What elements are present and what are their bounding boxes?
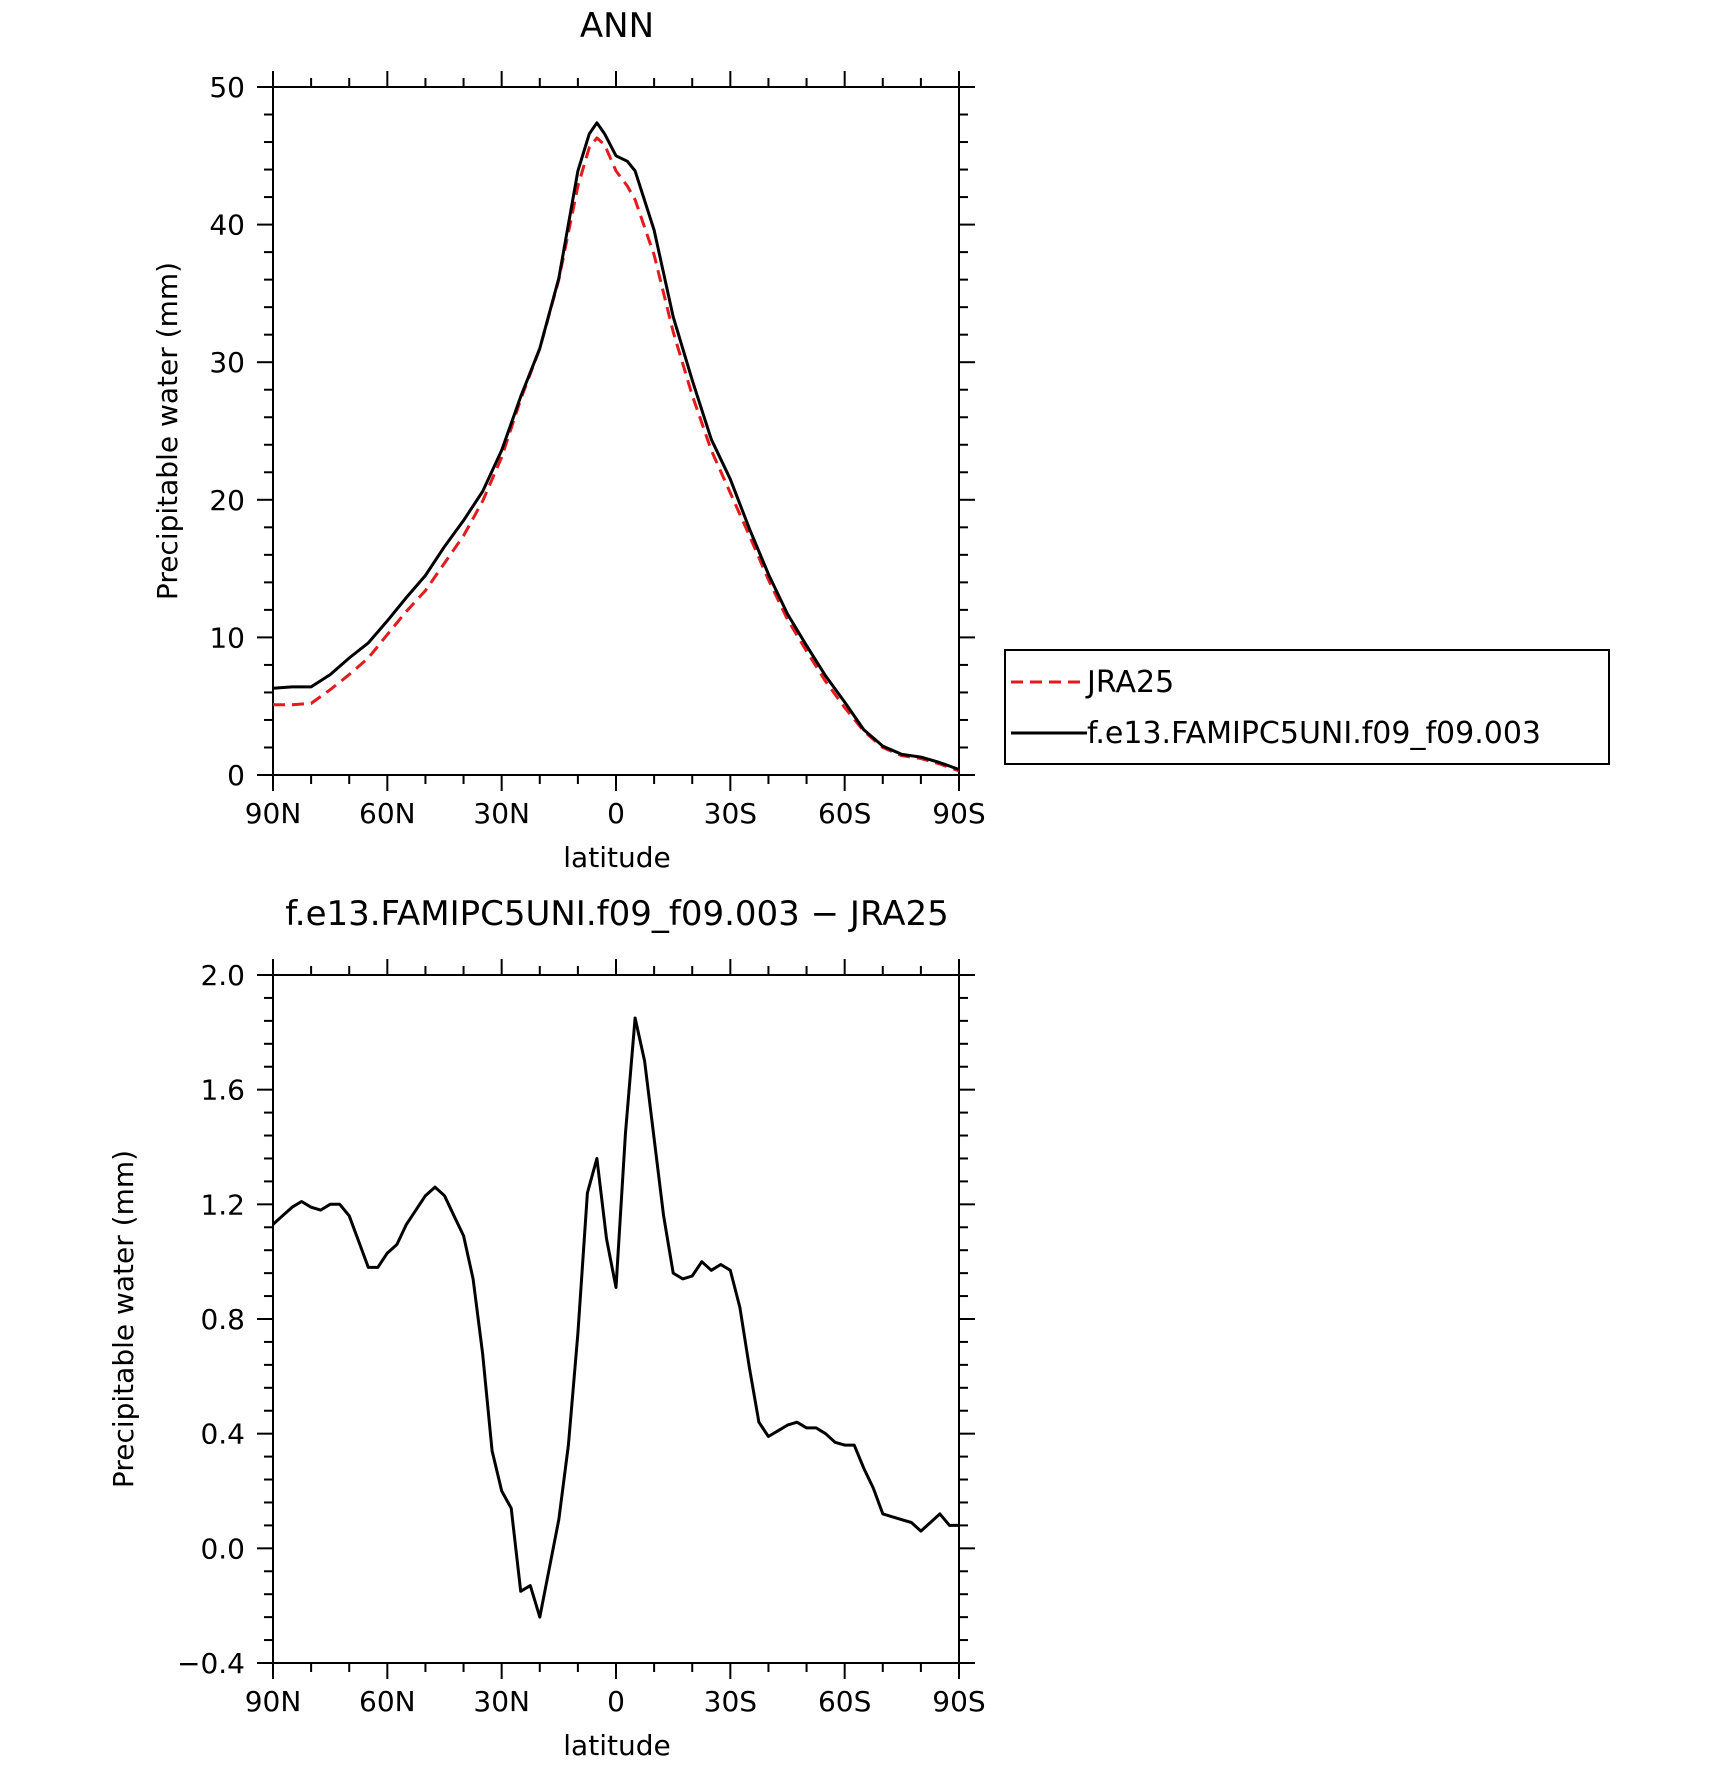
legend-label: JRA25 xyxy=(1085,665,1174,700)
y-axis-label: Precipitable water (mm) xyxy=(107,1150,140,1488)
series-line-model xyxy=(271,1016,959,1619)
series-line-jra25 xyxy=(273,136,960,773)
x-tick-label: 30N xyxy=(473,1685,530,1718)
x-tick-label: 60N xyxy=(359,797,416,830)
x-tick-label: 0 xyxy=(607,1685,625,1718)
y-tick-label: 0 xyxy=(227,759,245,792)
top-panel-precipitable-water-annual: 90N 60N 30N 0 30S 60S 90S 0 10 20 30 40 50 ANN latitud… xyxy=(151,6,986,874)
x-tick-label: 30S xyxy=(704,1685,757,1718)
x-axis-label: latitude xyxy=(563,841,670,874)
x-tick-label: 0 xyxy=(607,797,625,830)
y-tick-label: 10 xyxy=(209,621,245,654)
y-tick-label: 1.6 xyxy=(200,1074,245,1107)
y-tick-label: 50 xyxy=(209,71,245,104)
chart-title: f.e13.FAMIPC5UNI.f09_f09.003 − JRA25 xyxy=(285,894,948,934)
y-tick-label: 1.2 xyxy=(200,1188,245,1221)
chart-title: ANN xyxy=(580,6,654,46)
y-tick-label: 30 xyxy=(209,346,245,379)
legend: JRA25 f.e13.FAMIPC5UNI.f09_f09.003 xyxy=(1004,649,1610,765)
x-tick-label: 90S xyxy=(932,1685,985,1718)
y-tick-label: 20 xyxy=(209,484,245,517)
legend-label: f.e13.FAMIPC5UNI.f09_f09.003 xyxy=(1087,716,1541,751)
y-tick-label: 0.4 xyxy=(200,1418,245,1451)
x-tick-label: 90N xyxy=(245,1685,302,1718)
plot-frame xyxy=(272,86,960,776)
y-axis-label: Precipitable water (mm) xyxy=(151,262,184,600)
y-tick-label: 40 xyxy=(209,209,245,242)
x-tick-label: 60S xyxy=(818,797,871,830)
x-tick-label: 60S xyxy=(818,1685,871,1718)
x-tick-label: 30N xyxy=(473,797,530,830)
legend-box xyxy=(1004,649,1610,765)
bottom-panel-difference: 90N 60N 30N 0 30S 60S 90S −0.4 0.0 0.4 0.8 1.2 1.6 2.… xyxy=(107,894,986,1762)
x-axis-label: latitude xyxy=(563,1729,670,1762)
x-tick-label: 90S xyxy=(932,797,985,830)
y-tick-label: 0.0 xyxy=(200,1532,245,1565)
x-tick-label: 90N xyxy=(245,797,302,830)
x-tick-label: 30S xyxy=(704,797,757,830)
x-tick-label: 60N xyxy=(359,1685,416,1718)
plot-frame xyxy=(272,974,960,1664)
y-tick-label: −0.4 xyxy=(177,1647,245,1680)
y-tick-label: 2.0 xyxy=(200,959,245,992)
y-tick-label: 0.8 xyxy=(200,1303,245,1336)
series-line-model xyxy=(272,121,960,771)
